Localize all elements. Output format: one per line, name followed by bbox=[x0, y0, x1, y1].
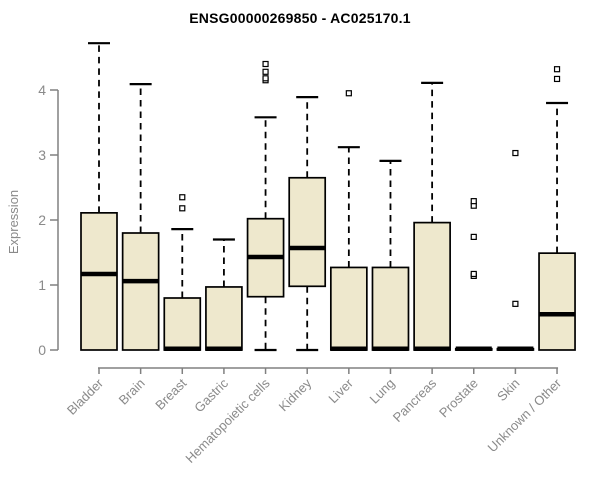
box-brain bbox=[121, 232, 160, 351]
outlier-point-prostate bbox=[470, 270, 477, 278]
box-gastric bbox=[205, 286, 243, 351]
box-lung bbox=[371, 266, 410, 351]
box-unknown-other bbox=[538, 252, 576, 351]
outlier-point-hematopoietic-cells bbox=[262, 75, 269, 82]
x-category-label-bladder: Bladder bbox=[64, 375, 107, 418]
outlier-point-breast bbox=[179, 194, 186, 201]
chart-title: ENSG00000269850 - AC025170.1 bbox=[189, 10, 411, 26]
box-breast bbox=[163, 297, 202, 351]
x-category-label-prostate: Prostate bbox=[436, 376, 481, 421]
box-pancreas bbox=[413, 221, 451, 351]
outlier-point-hematopoietic-cells bbox=[262, 60, 269, 68]
outlier-point-unknown-other bbox=[553, 75, 561, 83]
box-bladder bbox=[80, 212, 118, 351]
x-category-label-brain: Brain bbox=[116, 376, 148, 408]
y-tick-label: 4 bbox=[38, 82, 46, 98]
x-category-label-skin: Skin bbox=[494, 376, 522, 404]
outlier-point-skin bbox=[512, 300, 519, 307]
outlier-point-breast bbox=[179, 205, 186, 212]
outlier-point-hematopoietic-cells bbox=[262, 68, 269, 75]
box-kidney bbox=[288, 176, 327, 288]
x-category-label-liver: Liver bbox=[325, 375, 356, 406]
x-category-label-gastric: Gastric bbox=[191, 375, 231, 415]
outlier-point-liver bbox=[345, 90, 352, 97]
x-category-label-lung: Lung bbox=[367, 376, 398, 407]
y-tick-label: 3 bbox=[38, 147, 46, 163]
box-liver bbox=[329, 266, 368, 351]
outlier-point-unknown-other bbox=[553, 66, 561, 73]
x-category-label-breast: Breast bbox=[152, 375, 189, 412]
y-tick-label: 1 bbox=[38, 277, 46, 293]
y-tick-label: 2 bbox=[38, 212, 46, 228]
outlier-point-skin bbox=[512, 149, 519, 157]
outlier-point-prostate bbox=[470, 198, 477, 205]
x-category-label-kidney: Kidney bbox=[276, 375, 315, 414]
x-category-label-pancreas: Pancreas bbox=[390, 375, 440, 425]
y-tick-label: 0 bbox=[38, 342, 46, 358]
outlier-point-prostate bbox=[470, 233, 477, 240]
x-category-label-unknown-other: Unknown / Other bbox=[485, 375, 565, 455]
